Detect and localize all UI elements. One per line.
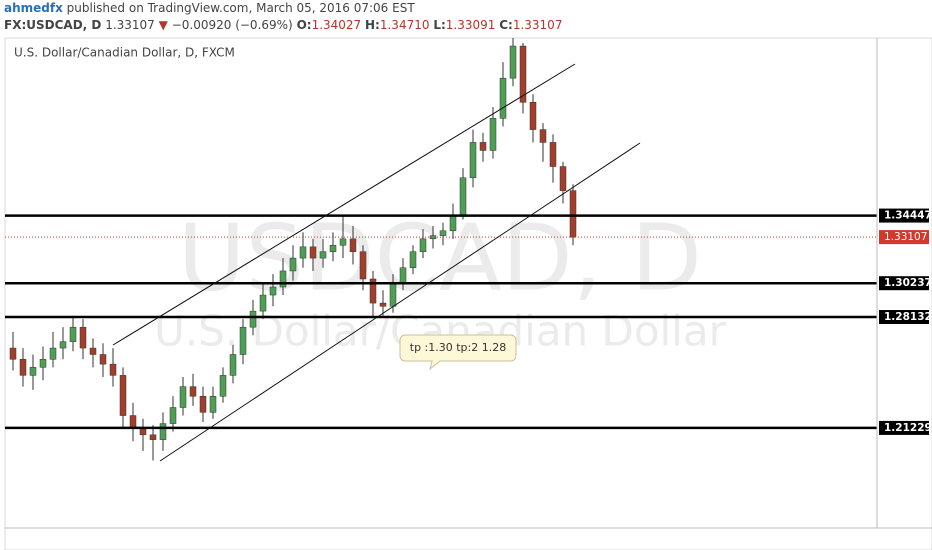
callout[interactable] bbox=[399, 334, 517, 371]
candle-body bbox=[109, 363, 117, 376]
level-label: 1.30237 bbox=[884, 277, 932, 289]
candle-body bbox=[269, 286, 277, 296]
candle-body bbox=[329, 244, 337, 252]
candle-body bbox=[99, 354, 107, 365]
candle-body bbox=[389, 283, 397, 307]
candle-body bbox=[129, 415, 137, 429]
channel-upper[interactable] bbox=[112, 63, 576, 346]
candle-body bbox=[559, 166, 567, 191]
candle-body bbox=[549, 142, 557, 167]
candle-body bbox=[239, 326, 247, 355]
candle-body bbox=[419, 238, 427, 252]
candle-body bbox=[39, 359, 47, 368]
candle-body bbox=[9, 347, 17, 360]
candle-body bbox=[339, 238, 347, 246]
change: −0.00920 (−0.69%) bbox=[171, 18, 293, 32]
level-label-box bbox=[879, 276, 929, 291]
h-label: H: bbox=[365, 18, 380, 32]
candle-body bbox=[439, 230, 447, 236]
candle-body bbox=[429, 235, 437, 240]
level-label: 1.21229 bbox=[884, 422, 932, 434]
candle-body bbox=[279, 270, 287, 288]
candle-body bbox=[459, 177, 467, 215]
candle-body bbox=[299, 246, 307, 259]
candle-body bbox=[119, 375, 127, 416]
candle-body bbox=[479, 142, 487, 151]
candle-body bbox=[89, 347, 97, 355]
c-label: C: bbox=[499, 18, 513, 32]
candle-body bbox=[59, 341, 67, 349]
candle-body bbox=[159, 423, 167, 440]
candle-body bbox=[359, 251, 367, 280]
candle-body bbox=[399, 267, 407, 285]
candle-body bbox=[229, 354, 237, 376]
header: ahmedfx published on TradingView.com, Ma… bbox=[4, 0, 562, 34]
candle-body bbox=[519, 45, 527, 103]
candle-body bbox=[449, 214, 457, 232]
level-label: 1.28132 bbox=[884, 311, 932, 323]
candle-body bbox=[69, 326, 77, 342]
symbol-line: FX:USDCAD, D 1.33107 ▼ −0.00920 (−0.69%)… bbox=[4, 17, 562, 34]
candle-body bbox=[249, 310, 257, 328]
candle-body bbox=[199, 396, 207, 413]
candle-body bbox=[189, 386, 197, 397]
candle-body bbox=[19, 359, 27, 376]
l-label: L: bbox=[433, 18, 446, 32]
c-value: 1.33107 bbox=[512, 18, 563, 32]
level-label: 1.34447 bbox=[884, 210, 932, 222]
candle-body bbox=[209, 396, 217, 413]
candle-body bbox=[509, 45, 517, 79]
candle-body bbox=[319, 251, 327, 259]
candle-body bbox=[379, 302, 387, 307]
candle-body bbox=[469, 142, 477, 179]
candle-body bbox=[539, 129, 547, 143]
level-label-box bbox=[879, 208, 929, 223]
candle-body bbox=[309, 246, 317, 259]
candle-body bbox=[369, 278, 377, 304]
candle-body bbox=[169, 407, 177, 424]
candle-body bbox=[259, 294, 267, 312]
l-value: 1.33091 bbox=[445, 18, 496, 32]
last-price-label: 1.33107 bbox=[884, 231, 927, 243]
level-label-box bbox=[879, 420, 929, 435]
candle-body bbox=[489, 118, 497, 151]
h-value: 1.34710 bbox=[379, 18, 430, 32]
candle-body bbox=[149, 434, 157, 440]
publish-line: ahmedfx published on TradingView.com, Ma… bbox=[4, 0, 562, 17]
level-label-box bbox=[879, 310, 929, 325]
candle-body bbox=[529, 102, 537, 130]
candle-body bbox=[499, 77, 507, 119]
o-value: 1.34027 bbox=[311, 18, 362, 32]
watermark: USDCAD, D bbox=[178, 204, 702, 311]
price: 1.33107 bbox=[105, 18, 155, 32]
chart-title: U.S. Dollar/Canadian Dollar, D, FXCM bbox=[14, 46, 235, 60]
candle-body bbox=[349, 238, 357, 252]
candle-body bbox=[29, 367, 37, 376]
candle-body bbox=[289, 257, 297, 272]
published: published on TradingView.com, March 05, … bbox=[66, 1, 415, 15]
candle-body bbox=[179, 386, 187, 408]
last-price-box bbox=[879, 230, 929, 245]
o-label: O: bbox=[296, 18, 312, 32]
callout-text: tp :1.30 tp:2 1.28 bbox=[410, 341, 506, 354]
author[interactable]: ahmedfx bbox=[4, 1, 63, 15]
candle-body bbox=[219, 375, 227, 397]
symbol: FX:USDCAD, D bbox=[4, 18, 102, 32]
candle-body bbox=[79, 326, 87, 349]
candle-body bbox=[139, 428, 147, 436]
candle-body bbox=[409, 251, 417, 268]
chart-frame bbox=[4, 37, 932, 550]
arrow: ▼ bbox=[158, 18, 168, 32]
candle-body bbox=[49, 347, 57, 360]
channel-lower[interactable] bbox=[159, 142, 641, 462]
candle-body bbox=[569, 190, 577, 238]
